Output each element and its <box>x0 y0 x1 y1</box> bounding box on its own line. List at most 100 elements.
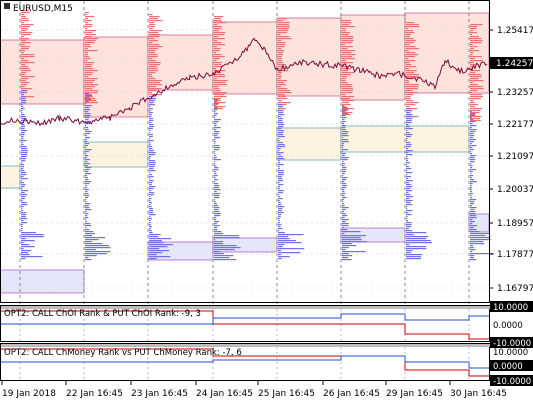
subwindow-2[interactable]: OPT2: CALL ChMoney Rank vs PUT ChMoney R… <box>0 343 533 388</box>
profile-bar-red <box>342 44 346 46</box>
profile-bar-blue <box>85 225 92 227</box>
profile-bar-blue <box>21 258 26 260</box>
profile-bar-red <box>149 50 156 52</box>
price-zone <box>0 269 85 294</box>
profile-bar-blue <box>85 217 89 219</box>
profile-bar-blue <box>214 137 221 139</box>
profile-bar-red <box>406 82 410 84</box>
profile-bar-blue <box>21 168 24 170</box>
profile-bar-red <box>21 24 34 26</box>
profile-bar-blue <box>21 188 23 190</box>
profile-bar-blue <box>21 128 25 130</box>
profile-bar-red <box>85 44 91 46</box>
profile-bar-blue <box>278 222 281 224</box>
profile-bar-blue <box>149 122 152 124</box>
profile-bar-blue <box>406 208 408 210</box>
chart-menu-icon[interactable] <box>4 3 10 9</box>
profile-bar-blue <box>406 126 411 128</box>
profile-bar-blue <box>342 211 345 213</box>
profile-bar-red <box>278 108 286 110</box>
profile-bar-blue <box>149 186 156 188</box>
profile-bar-blue <box>278 218 280 220</box>
profile-bar-blue <box>149 228 151 230</box>
profile-bar-red <box>406 48 420 50</box>
profile-bar-red <box>149 76 153 78</box>
profile-bar-blue <box>214 185 220 187</box>
profile-bar-red <box>470 82 474 84</box>
subwindow-2-splitter[interactable] <box>1 344 490 347</box>
profile-bar-blue <box>149 234 161 236</box>
subwindow-1[interactable]: OPT2: CALL ChOI Rank & PUT ChOI Rank: -9… <box>0 301 533 349</box>
profile-bar-red <box>406 50 410 52</box>
profile-bar-red <box>278 88 288 90</box>
profile-bar-red <box>470 40 483 42</box>
profile-bar-blue <box>149 174 152 176</box>
profile-bar-blue <box>342 171 346 173</box>
profile-bar-red <box>149 74 153 76</box>
profile-bar-blue <box>406 218 408 220</box>
profile-bar-blue <box>21 132 25 134</box>
profile-bar-blue <box>406 212 409 214</box>
profile-bar-blue <box>149 240 162 242</box>
profile-bar-blue <box>342 249 346 251</box>
profile-bar-blue <box>149 256 171 258</box>
profile-bar-blue <box>470 183 473 185</box>
profile-bar-blue <box>214 217 217 219</box>
profile-bar-blue <box>21 140 27 142</box>
profile-bar-blue <box>21 204 28 206</box>
time-label: 25 Jan 16:45 <box>258 389 315 399</box>
profile-bar-blue <box>278 154 281 156</box>
profile-bar-blue <box>470 197 473 199</box>
profile-bar-blue <box>406 222 412 224</box>
profile-bar-blue <box>85 183 90 185</box>
profile-bar-red <box>21 46 30 48</box>
profile-bar-blue <box>214 189 221 191</box>
profile-bar-blue <box>406 210 413 212</box>
profile-bar-red <box>406 116 419 118</box>
profile-bar-blue <box>342 127 346 129</box>
profile-bar-blue <box>406 246 427 248</box>
profile-bar-red <box>470 108 483 110</box>
profile-bar-red <box>214 72 222 74</box>
subwindow-1-splitter[interactable] <box>1 306 490 309</box>
profile-bar-red <box>85 14 88 16</box>
profile-bar-blue <box>214 131 220 133</box>
profile-bar-blue <box>149 104 154 106</box>
profile-bar-blue <box>470 205 473 207</box>
profile-bar-red <box>406 104 416 106</box>
profile-bar-blue <box>149 212 154 214</box>
profile-bar-blue <box>214 147 221 149</box>
profile-bar-blue <box>278 242 302 244</box>
profile-bar-red <box>278 52 284 54</box>
profile-bar-red <box>278 80 288 82</box>
profile-bar-blue <box>470 163 472 165</box>
profile-bar-red <box>21 34 31 36</box>
profile-bar-blue <box>214 127 221 129</box>
profile-bar-blue <box>214 259 237 261</box>
profile-bar-red <box>21 18 29 20</box>
profile-bar-red <box>342 38 354 40</box>
profile-bar-red <box>214 34 225 36</box>
profile-bar-blue <box>342 173 345 175</box>
profile-bar-red <box>85 84 98 86</box>
profile-bar-blue <box>342 251 366 253</box>
sub2-scale-max: 10.0000 <box>493 348 528 358</box>
profile-bar-blue <box>214 201 216 203</box>
profile-bar-red <box>85 78 98 80</box>
profile-bar-blue <box>21 154 28 156</box>
profile-bar-red <box>342 92 353 94</box>
profile-bar-red <box>21 36 24 38</box>
profile-bar-blue <box>342 117 347 119</box>
profile-bar-blue <box>149 250 170 252</box>
profile-bar-blue <box>278 174 284 176</box>
profile-bar-red <box>85 74 93 76</box>
profile-bar-blue <box>470 157 475 159</box>
profile-bar-blue <box>470 139 476 141</box>
profile-bar-blue <box>470 125 477 127</box>
price-zone <box>83 141 149 168</box>
profile-bar-blue <box>85 159 90 161</box>
time-label: 22 Jan 16:45 <box>66 389 123 399</box>
profile-bar-blue <box>85 153 87 155</box>
